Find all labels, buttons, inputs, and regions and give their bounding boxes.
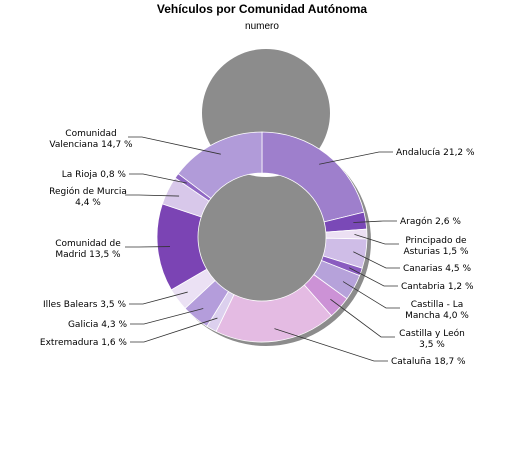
label-galicia: Galicia 4,3 % [68,320,127,330]
label-comunidad-de-madrid: Comunidad de Madrid 13,5 % [55,239,121,260]
label-castilla-y-leon: Castilla y León 3,5 % [399,328,465,350]
label-line: Región de Murcia [49,186,127,197]
label-line: 3,5 % [419,340,445,350]
leader-cantabria [349,267,398,287]
label-line: Castilla - La [411,300,464,310]
leader-lines [125,136,400,362]
label-line: 4,4 % [75,198,101,208]
label-line: Canarias 4,5 % [403,264,471,274]
donut-slices [156,131,368,343]
label-andalucia: Andalucía 21,2 % [396,148,475,158]
leader-galicia [130,308,204,325]
leader-la-rioja [129,173,187,184]
leader-canarias [353,251,400,269]
label-comunidad-valenciana: Comunidad Valenciana 14,7 % [49,129,133,150]
label-castilla-la-mancha: Castilla - La Mancha 4,0 % [405,300,469,321]
chart-title: Vehículos por Comunidad Autónoma [157,2,368,16]
chart-subtitle: numero [245,21,279,32]
label-line: Illes Balears 3,5 % [43,300,126,310]
label-line: Cantabria 1,2 % [401,282,474,292]
label-line: Mancha 4,0 % [405,311,469,321]
label-line: Madrid 13,5 % [55,250,121,260]
label-cantabria: Cantabria 1,2 % [401,282,474,292]
label-line: Cataluña 18,7 % [391,357,466,367]
label-line: Castilla y León [399,328,465,339]
label-cataluna: Cataluña 18,7 % [391,357,466,367]
label-line: Asturias 1,5 % [403,247,469,257]
label-line: Aragón 2,6 % [400,216,461,227]
label-la-rioja: La Rioja 0,8 % [62,170,127,180]
label-line: La Rioja 0,8 % [62,170,127,180]
label-line: Principado de [405,236,467,246]
label-line: Comunidad de [55,239,121,249]
label-line: Andalucía 21,2 % [396,148,475,158]
slice-labels: Andalucía 21,2 % Aragón 2,6 % Principado d… [40,129,475,367]
label-principado-de-asturias: Principado de Asturias 1,5 % [403,236,469,257]
label-line: Valenciana 14,7 % [49,140,133,150]
leader-aragon [353,220,397,223]
label-region-de-murcia: Región de Murcia 4,4 % [49,186,127,208]
leader-castilla-y-leon [330,298,395,338]
leader-andalucia [319,151,393,165]
leader-illes-balears [129,291,188,305]
label-illes-balears: Illes Balears 3,5 % [43,300,126,310]
leader-principado-de-asturias [354,234,399,245]
label-line: Comunidad [65,129,116,139]
label-line: Galicia 4,3 % [68,320,127,330]
label-canarias: Canarias 4,5 % [403,264,471,274]
leader-extremadura [130,317,218,343]
slice-comunidad-valenciana [177,131,263,199]
leader-region-de-murcia [125,194,180,197]
leader-cataluna [274,328,388,362]
label-line: Extremadura 1,6 % [40,338,128,348]
leader-castilla-la-mancha [342,281,400,309]
label-extremadura: Extremadura 1,6 % [40,338,128,348]
label-aragon: Aragón 2,6 % [400,216,461,227]
leader-comunidad-valenciana [128,136,221,155]
